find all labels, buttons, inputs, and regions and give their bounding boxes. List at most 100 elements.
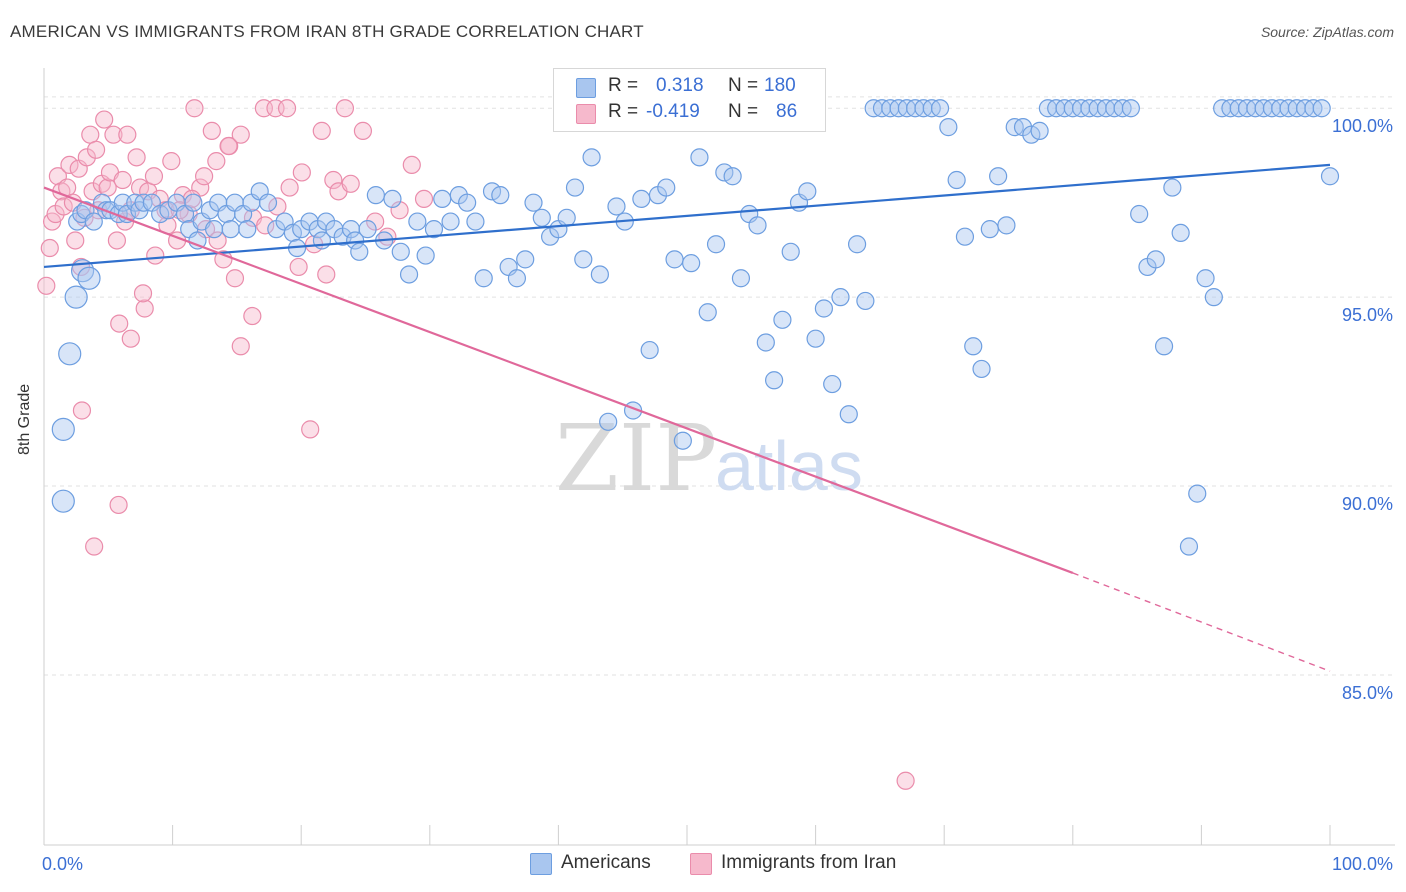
iran-point	[414, 189, 434, 209]
series-label-iran: Immigrants from Iran	[721, 852, 897, 873]
americans-point	[574, 250, 593, 269]
americans-point	[383, 189, 402, 209]
series-swatch-americans	[530, 853, 552, 875]
axes	[43, 68, 1395, 846]
iran-point	[335, 99, 355, 118]
americans-point	[847, 235, 867, 254]
iran-point	[104, 125, 123, 144]
americans-point	[723, 167, 742, 186]
americans-point	[856, 291, 875, 311]
americans-point	[1179, 537, 1199, 556]
iran-point	[280, 178, 299, 197]
americans-point	[358, 220, 377, 239]
series-americans-points	[51, 99, 1340, 556]
x-tick-label-max: 100.0%	[1332, 854, 1393, 874]
iran-point	[195, 167, 214, 186]
chart-title: AMERICAN VS IMMIGRANTS FROM IRAN 8TH GRA…	[10, 22, 644, 41]
iran-point	[277, 99, 297, 118]
iran-point	[144, 167, 164, 186]
iran-trend-line	[43, 186, 1074, 574]
americans-point	[1171, 223, 1190, 243]
y-axis-label: 8th Grade	[16, 383, 33, 455]
americans-point	[756, 333, 775, 352]
americans-point	[814, 299, 833, 318]
americans-point	[640, 340, 659, 360]
iran-point	[81, 125, 100, 144]
americans-point	[516, 250, 535, 269]
americans-point	[58, 342, 82, 366]
americans-point	[565, 178, 585, 197]
legend-swatch-iran	[576, 104, 596, 124]
legend-n-label: N =	[728, 75, 759, 96]
iran-point	[225, 269, 245, 288]
americans-point	[781, 242, 800, 261]
americans-point	[188, 231, 207, 250]
americans-point	[557, 208, 576, 227]
americans-point	[458, 193, 477, 212]
americans-point	[1320, 167, 1340, 186]
iran-point	[86, 140, 106, 159]
legend-n-label: N =	[728, 101, 759, 122]
iran-point	[214, 250, 233, 269]
iran-point	[107, 231, 127, 250]
gridlines	[44, 96, 1395, 676]
iran-point	[133, 284, 153, 303]
iran-point	[98, 178, 117, 197]
americans-point	[366, 186, 385, 205]
americans-point	[989, 167, 1008, 186]
americans-point	[113, 193, 132, 212]
americans-point	[1188, 484, 1207, 503]
watermark-zip: ZIP	[555, 405, 717, 512]
americans-point	[391, 242, 410, 261]
iran-point	[118, 125, 137, 144]
americans-point	[665, 250, 684, 269]
iran-point	[317, 265, 336, 284]
americans-point	[930, 99, 950, 118]
y-tick-label: 85.0%	[1342, 683, 1393, 703]
americans-trend-line	[43, 163, 1331, 269]
americans-point	[698, 303, 717, 322]
americans-point	[939, 118, 958, 137]
americans-point	[1146, 250, 1165, 269]
americans-point	[416, 246, 435, 265]
americans-point	[839, 405, 858, 424]
legend-n-value: 86	[776, 101, 798, 122]
iran-point	[289, 257, 308, 277]
americans-point	[1312, 99, 1331, 118]
americans-point	[607, 197, 626, 216]
legend-r-value: -0.419	[646, 101, 700, 122]
americans-point	[657, 178, 676, 197]
americans-point	[599, 412, 618, 431]
americans-point	[947, 170, 966, 190]
americans-point	[964, 337, 983, 356]
americans-point	[823, 374, 842, 394]
americans-point	[51, 489, 75, 513]
iran-point	[110, 314, 129, 333]
iran-trend-extension	[1072, 572, 1331, 672]
iran-point	[95, 110, 114, 129]
iran-point	[207, 152, 226, 171]
iran-point	[127, 148, 146, 167]
iran-point	[113, 170, 132, 190]
americans-point	[1196, 269, 1215, 288]
iran-point	[231, 125, 250, 144]
americans-point	[474, 269, 493, 288]
americans-point	[980, 220, 999, 239]
iran-point	[162, 152, 181, 171]
americans-point	[221, 220, 240, 239]
americans-point	[690, 148, 709, 167]
iran-point	[121, 329, 140, 348]
x-tick-label-min: 0.0%	[42, 854, 83, 874]
americans-point	[731, 269, 751, 288]
iran-point	[173, 186, 192, 205]
iran-point	[135, 299, 154, 318]
americans-point	[399, 265, 419, 284]
americans-point	[1163, 178, 1182, 197]
trend-lines	[43, 163, 1331, 672]
iran-point	[268, 197, 287, 216]
iran-point	[366, 212, 385, 231]
iran-point	[85, 537, 104, 556]
americans-point	[441, 212, 460, 231]
americans-point	[1130, 204, 1149, 224]
